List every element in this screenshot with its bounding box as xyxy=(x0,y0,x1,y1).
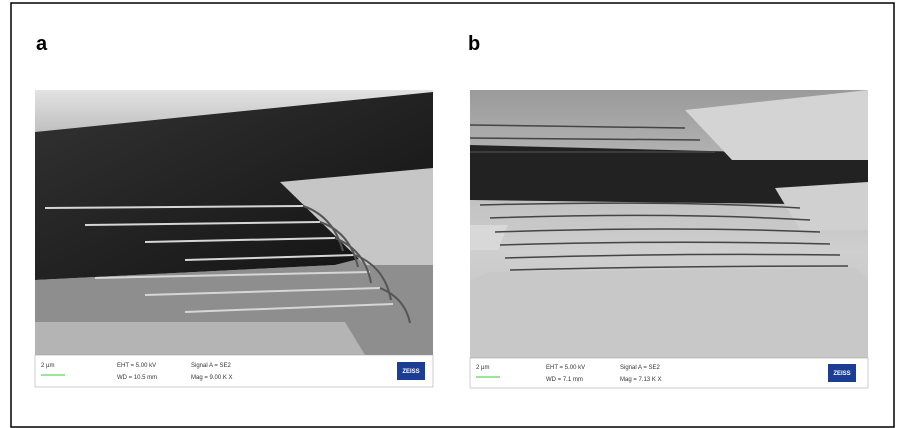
info-text: Mag = 7.13 K X xyxy=(620,377,662,383)
info-bar: 2 µm EHT = 5.00 kV WD = 10.5 mm Signal A… xyxy=(35,355,433,387)
info-text: Signal A = SE2 xyxy=(191,363,232,369)
panel-label: b xyxy=(468,33,480,55)
info-text: Signal A = SE2 xyxy=(620,365,661,371)
scale-bar-label: 2 µm xyxy=(41,363,54,369)
logo: ZEISS xyxy=(833,371,850,377)
info-text: WD = 7.1 mm xyxy=(546,377,583,383)
panel-label: a xyxy=(36,33,48,55)
sem-image xyxy=(35,90,433,355)
scale-bar-label: 2 µm xyxy=(476,365,489,371)
logo: ZEISS xyxy=(402,369,419,375)
info-text: Mag = 9.00 K X xyxy=(191,375,233,381)
sem-image xyxy=(470,90,868,358)
info-text: WD = 10.5 mm xyxy=(117,375,157,381)
info-text: EHT = 5.00 kV xyxy=(117,363,156,369)
figure: a b 2 µm EHT = 5.00 kV WD = 10.5 mm Sign… xyxy=(0,0,904,428)
info-bar: 2 µm EHT = 5.00 kV WD = 7.1 mm Signal A … xyxy=(470,358,868,388)
info-text: EHT = 5.00 kV xyxy=(546,365,585,371)
